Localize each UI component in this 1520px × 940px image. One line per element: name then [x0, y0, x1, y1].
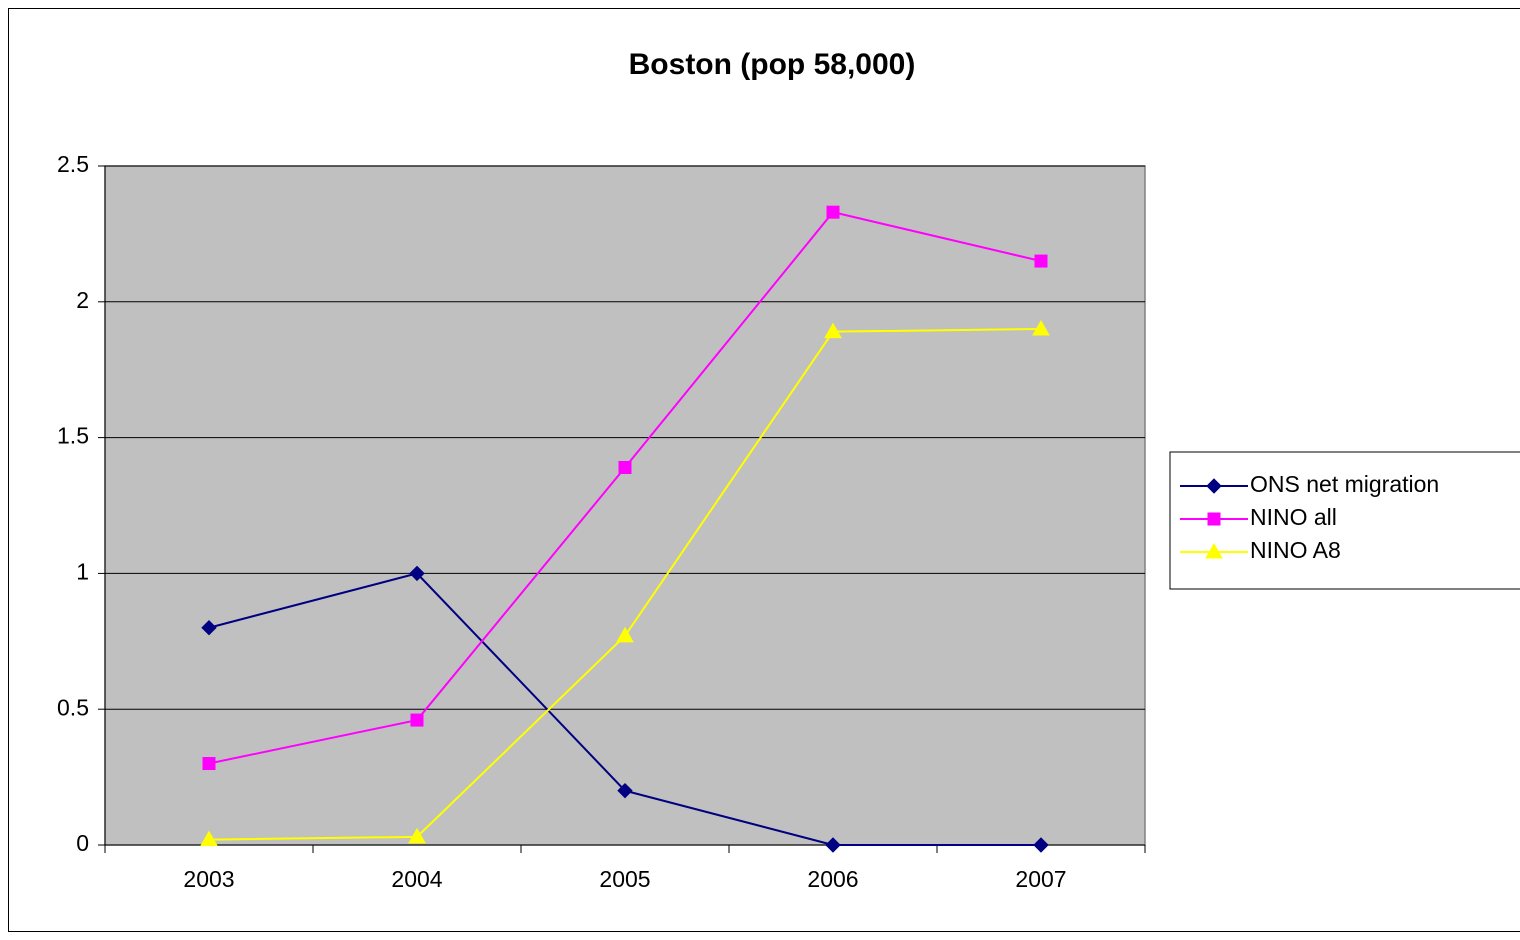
marker [202, 757, 216, 771]
legend-label: ONS net migration [1250, 471, 1439, 497]
y-tick-label: 2.5 [57, 151, 89, 177]
legend-label: NINO all [1250, 504, 1337, 530]
legend-box [1169, 451, 1520, 590]
x-tick-label: 2007 [1015, 866, 1066, 892]
marker [200, 830, 218, 847]
y-tick-label: 1 [76, 558, 89, 584]
plot-area [104, 165, 1146, 846]
marker [1206, 478, 1222, 494]
marker [1032, 319, 1050, 336]
y-tick-label: 0 [76, 830, 89, 856]
y-tick-label: 2 [76, 287, 89, 313]
marker [826, 205, 840, 219]
marker [201, 620, 217, 636]
y-tick-label: 1.5 [57, 423, 89, 449]
marker [824, 322, 842, 339]
chart-title: Boston (pop 58,000) [629, 48, 916, 81]
marker [409, 565, 425, 582]
marker [410, 713, 424, 727]
y-tick-label: 0.5 [57, 694, 89, 720]
marker [1034, 254, 1048, 268]
marker [408, 827, 426, 844]
legend-label: NINO A8 [1250, 537, 1341, 563]
x-tick-label: 2006 [807, 866, 858, 892]
marker [1205, 542, 1223, 559]
x-tick-label: 2005 [599, 866, 650, 892]
x-tick-label: 2003 [183, 866, 234, 892]
marker [616, 626, 634, 643]
marker [618, 460, 632, 474]
marker [1207, 512, 1221, 526]
marker [825, 837, 841, 853]
marker [617, 782, 633, 799]
x-tick-label: 2004 [391, 866, 442, 892]
marker [1033, 837, 1049, 853]
